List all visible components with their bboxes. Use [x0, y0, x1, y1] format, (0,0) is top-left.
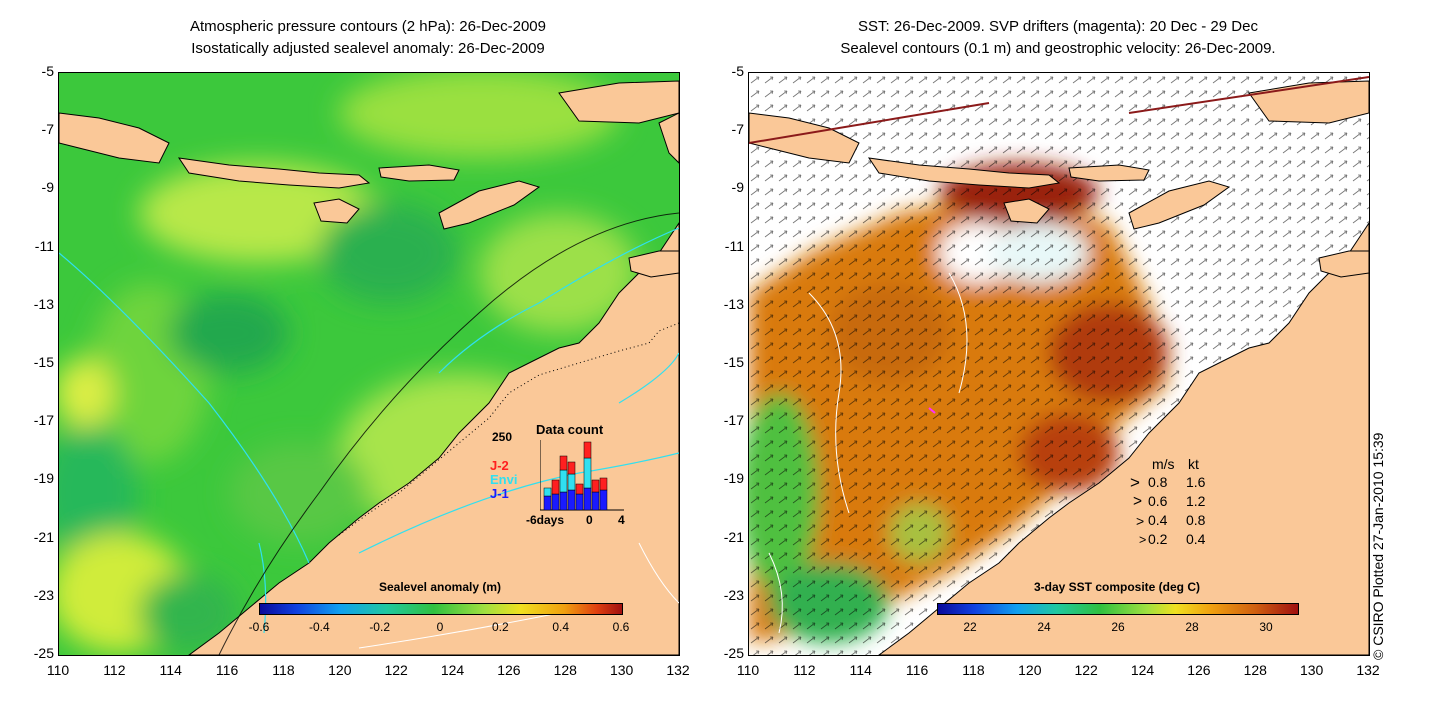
- data-count-bars: [540, 440, 624, 511]
- y-tick-label: -13: [33, 295, 54, 312]
- colorbar-tick-label: 0.2: [491, 620, 509, 634]
- x-tick-label: 112: [103, 662, 126, 678]
- y-tick-label: -21: [33, 528, 54, 545]
- colorbar-tick-label: 0: [436, 620, 444, 634]
- y-tick-label: -11: [724, 237, 744, 254]
- y-tick-label: -19: [33, 470, 54, 487]
- y-tick-label: -21: [723, 528, 744, 545]
- colorbar-tick-label: -0.6: [248, 620, 270, 634]
- x-tick-label: 132: [666, 662, 690, 678]
- velocity-kt-value: 0.8: [1186, 512, 1206, 528]
- x-tick-label: 110: [46, 662, 70, 678]
- colorbar-tick-label: -0.4: [308, 620, 330, 634]
- data-count-axis-zero: 0: [586, 513, 593, 527]
- velocity-arrow-icon: >: [1139, 533, 1147, 547]
- colorbar-tick-label: 0.4: [552, 620, 569, 634]
- right-title-line2: Sealevel contours (0.1 m) and geostrophi…: [840, 40, 1276, 57]
- x-tick-label: 124: [440, 662, 465, 678]
- series-label-j2: J-2: [490, 458, 509, 473]
- velocity-ms-value: 0.2: [1148, 531, 1168, 547]
- left-map-panel: [58, 72, 680, 656]
- velocity-header-kt: kt: [1188, 456, 1199, 472]
- left-colorbar: [259, 603, 623, 615]
- x-tick-label: 132: [1356, 662, 1380, 678]
- y-tick-label: -9: [41, 179, 54, 196]
- x-tick-label: 124: [1130, 662, 1155, 678]
- velocity-kt-value: 1.6: [1186, 474, 1206, 490]
- data-count-inset: Data count 250 J-2 Envi J-1 -6days 0 4: [488, 420, 636, 530]
- velocity-header-ms: m/s: [1152, 456, 1175, 472]
- y-tick-label: -19: [723, 470, 744, 487]
- left-title-line2: Isostatically adjusted sealevel anomaly:…: [191, 40, 545, 57]
- y-tick-label: -9: [731, 179, 744, 196]
- data-count-axis-right: 4: [618, 513, 625, 527]
- y-tick-label: -23: [33, 586, 54, 603]
- velocity-ms-value: 0.8: [1148, 474, 1168, 490]
- x-tick-label: 126: [1187, 662, 1211, 678]
- sst-map: [749, 73, 1369, 655]
- y-tick-label: -17: [723, 412, 744, 429]
- sealevel-map: [59, 73, 679, 655]
- x-tick-label: 130: [1299, 662, 1324, 678]
- colorbar-tick-label: 22: [963, 620, 977, 634]
- y-tick-label: -25: [33, 645, 54, 661]
- velocity-kt-value: 0.4: [1186, 531, 1206, 547]
- y-tick-label: -5: [41, 63, 54, 79]
- right-colorbar-label: 3-day SST composite (deg C): [1033, 580, 1201, 594]
- y-tick-label: -23: [723, 586, 744, 603]
- x-tick-label: 120: [328, 662, 352, 678]
- x-tick-label: 112: [793, 662, 816, 678]
- x-tick-label: 118: [272, 662, 295, 678]
- x-tick-label: 120: [1018, 662, 1042, 678]
- y-tick-label: -15: [33, 354, 54, 370]
- y-tick-label: -17: [33, 412, 54, 429]
- velocity-ms-value: 0.6: [1148, 493, 1168, 509]
- x-tick-label: 110: [736, 662, 760, 678]
- y-tick-label: -15: [723, 354, 744, 370]
- series-label-j1: J-1: [490, 486, 509, 501]
- velocity-legend: m/s kt >0.8 1.6 >0.6 1.2 >0.4 0.8 >0.2 0.4: [1124, 456, 1234, 547]
- y-tick-label: -11: [34, 237, 54, 254]
- x-tick-label: 128: [553, 662, 577, 678]
- velocity-kt-value: 1.2: [1186, 493, 1206, 509]
- y-tick-label: -7: [41, 121, 54, 138]
- data-count-max: 250: [492, 430, 513, 444]
- x-tick-label: 130: [609, 662, 634, 678]
- left-title-line1: Atmospheric pressure contours (2 hPa): 2…: [189, 18, 546, 35]
- x-tick-label: 128: [1243, 662, 1267, 678]
- data-count-axis-left: -6days: [526, 513, 565, 527]
- x-tick-label: 114: [159, 662, 182, 678]
- velocity-arrow-icon: >: [1130, 473, 1140, 492]
- right-title-line1: SST: 26-Dec-2009. SVP drifters (magenta)…: [858, 18, 1258, 35]
- right-map-panel: [748, 72, 1370, 656]
- x-tick-label: 114: [849, 662, 872, 678]
- colorbar-tick-label: 24: [1037, 620, 1051, 634]
- x-tick-label: 116: [905, 662, 929, 678]
- colorbar-tick-label: 28: [1185, 620, 1199, 634]
- series-label-envi: Envi: [490, 472, 518, 487]
- data-count-title: Data count: [536, 422, 604, 437]
- velocity-ms-value: 0.4: [1148, 512, 1168, 528]
- colorbar-tick-label: -0.2: [369, 620, 390, 634]
- left-colorbar-label: Sealevel anomaly (m): [378, 580, 502, 594]
- x-tick-label: 116: [215, 662, 239, 678]
- x-tick-label: 122: [1074, 662, 1098, 678]
- colorbar-tick-label: 30: [1259, 620, 1273, 634]
- velocity-arrow-icon: >: [1133, 493, 1143, 510]
- x-tick-label: 126: [497, 662, 521, 678]
- y-tick-label: -13: [723, 295, 744, 312]
- x-tick-label: 122: [384, 662, 408, 678]
- y-tick-label: -25: [723, 645, 744, 661]
- x-tick-label: 118: [962, 662, 985, 678]
- y-tick-label: -5: [731, 63, 744, 79]
- colorbar-tick-label: 0.6: [612, 620, 630, 634]
- colorbar-tick-label: 26: [1111, 620, 1125, 634]
- right-colorbar: [937, 603, 1299, 615]
- plot-credit: © CSIRO Plotted 27-Jan-2010 15:39: [1370, 432, 1386, 660]
- velocity-arrow-icon: >: [1136, 513, 1145, 529]
- y-tick-label: -7: [731, 121, 744, 138]
